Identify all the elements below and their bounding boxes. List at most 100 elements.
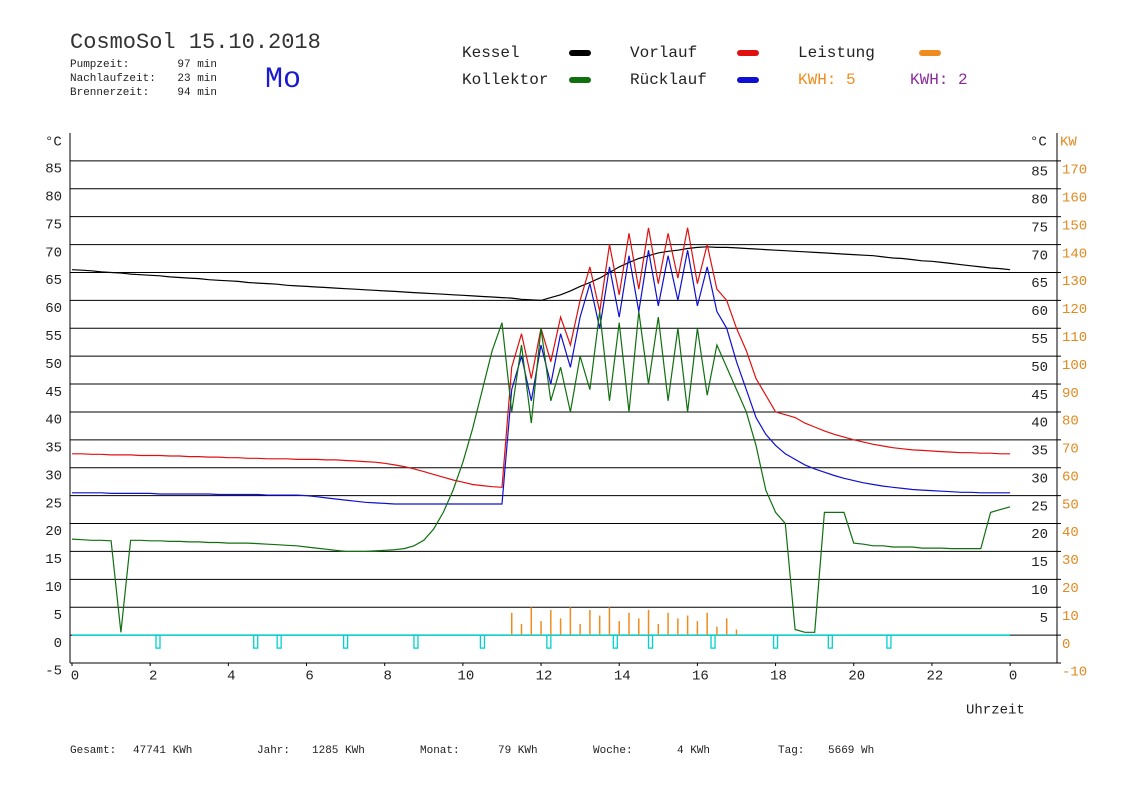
y-tick-label: 55 [45,329,62,345]
y2-tick-label: 20 [1062,581,1079,597]
y-tick-label: 40 [45,413,62,429]
series-line [72,250,1011,505]
x-axis-label: Uhrzeit [966,703,1025,719]
pulse [546,634,552,649]
y-unit: °C [45,135,62,151]
series-line [71,311,1011,633]
legend-label: Rücklauf [630,71,707,89]
y-tick-label: -5 [45,664,62,680]
y2-tick-label: -10 [1062,665,1087,681]
y2-tick-label: 50 [1062,497,1079,513]
kwh-label: KWH: 5 [798,71,856,89]
y-tick-label: 35 [45,441,62,457]
y-tick-label: 30 [45,468,62,484]
total-value: 4 KWh [677,745,710,757]
y2-tick-label: 130 [1062,274,1087,290]
x-tick-label: 10 [457,669,474,685]
y-tick-label: 25 [45,496,62,512]
legend-label: Kollektor [462,71,548,89]
y-unit-right: °C [1030,135,1047,151]
y-tick-label: 70 [45,245,62,261]
total-value: 47741 KWh [133,745,192,757]
total-value: 5669 Wh [828,745,874,757]
pulse [276,634,282,649]
pulse [710,634,716,649]
x-tick-label: 0 [71,669,79,685]
y-tick-label: 5 [54,608,62,624]
y-right-tick-label: 40 [1031,416,1048,432]
y-tick-label: 20 [45,524,62,540]
y-right-tick-label: 75 [1031,220,1048,236]
pulse [612,634,618,649]
y-tick-label: 0 [54,636,62,652]
pulse [342,634,349,649]
y2-tick-label: 80 [1062,414,1079,430]
y2-tick-label: 30 [1062,553,1079,569]
y2-tick-label: 150 [1062,218,1087,234]
y2-tick-label: 160 [1062,190,1087,206]
y2-tick-label: 170 [1062,163,1087,179]
y2-tick-label: 60 [1062,469,1079,485]
kwh-label: KWH: 2 [910,71,968,89]
y-right-tick-label: 25 [1031,499,1048,515]
series-line [71,246,1011,302]
total-label: Gesamt: [70,745,116,757]
pulse [253,634,259,649]
y-tick-label: 65 [45,273,62,289]
legend-label: Leistung [798,44,875,62]
info-label: Brennerzeit: [70,87,149,99]
y2-tick-label: 140 [1062,246,1087,262]
info-label: Nachlaufzeit: [70,73,156,85]
y2-tick-label: 110 [1062,330,1087,346]
total-value: 79 KWh [498,745,538,757]
total-label: Woche: [593,745,633,757]
y2-tick-label: 70 [1062,442,1079,458]
y-right-tick-label: 5 [1040,611,1048,627]
y2-tick-label: 90 [1062,386,1079,402]
weekday: Mo [265,63,301,97]
y-right-tick-label: 35 [1031,444,1048,460]
x-tick-label: 20 [848,669,865,685]
x-tick-label: 14 [614,669,631,685]
x-tick-label: 6 [305,669,313,685]
y-tick-label: 60 [45,301,62,317]
y-right-tick-label: 20 [1031,527,1048,543]
y-tick-label: 50 [45,357,62,373]
y-right-tick-label: 85 [1031,165,1048,181]
x-tick-label: 22 [927,669,944,685]
y-right-tick-label: 50 [1031,360,1048,376]
y2-tick-label: 40 [1062,525,1079,541]
info-value: 97 min [177,59,217,71]
y-right-tick-label: 15 [1031,555,1048,571]
chart-title: CosmoSol 15.10.2018 [70,30,321,55]
x-tick-label: 4 [227,669,235,685]
legend-label: Vorlauf [630,44,697,62]
y-right-tick-label: 30 [1031,471,1048,487]
x-tick-label: 12 [536,669,553,685]
total-label: Tag: [778,745,804,757]
pulse [413,634,419,649]
y-right-tick-label: 55 [1031,332,1048,348]
pulse [155,634,161,649]
y2-tick-label: 0 [1062,637,1070,653]
pulse [772,634,779,649]
pulse [827,634,833,649]
info-value: 94 min [177,87,217,99]
y-right-tick-label: 45 [1031,388,1048,404]
x-tick-label: 8 [383,669,391,685]
y2-tick-label: 100 [1062,358,1087,374]
x-tick-label: 18 [770,669,787,685]
info-label: Pumpzeit: [70,59,129,71]
y-tick-label: 45 [45,385,62,401]
y-right-tick-label: 10 [1031,583,1048,599]
y-right-tick-label: 60 [1031,304,1048,320]
total-value: 1285 KWh [312,745,365,757]
y2-unit: KW [1060,135,1077,151]
y-tick-label: 85 [45,162,62,178]
legend-label: Kessel [462,44,520,62]
y-tick-label: 10 [45,580,62,596]
y-tick-label: 75 [45,217,62,233]
x-tick-label: 2 [149,669,157,685]
y2-tick-label: 120 [1062,302,1087,318]
